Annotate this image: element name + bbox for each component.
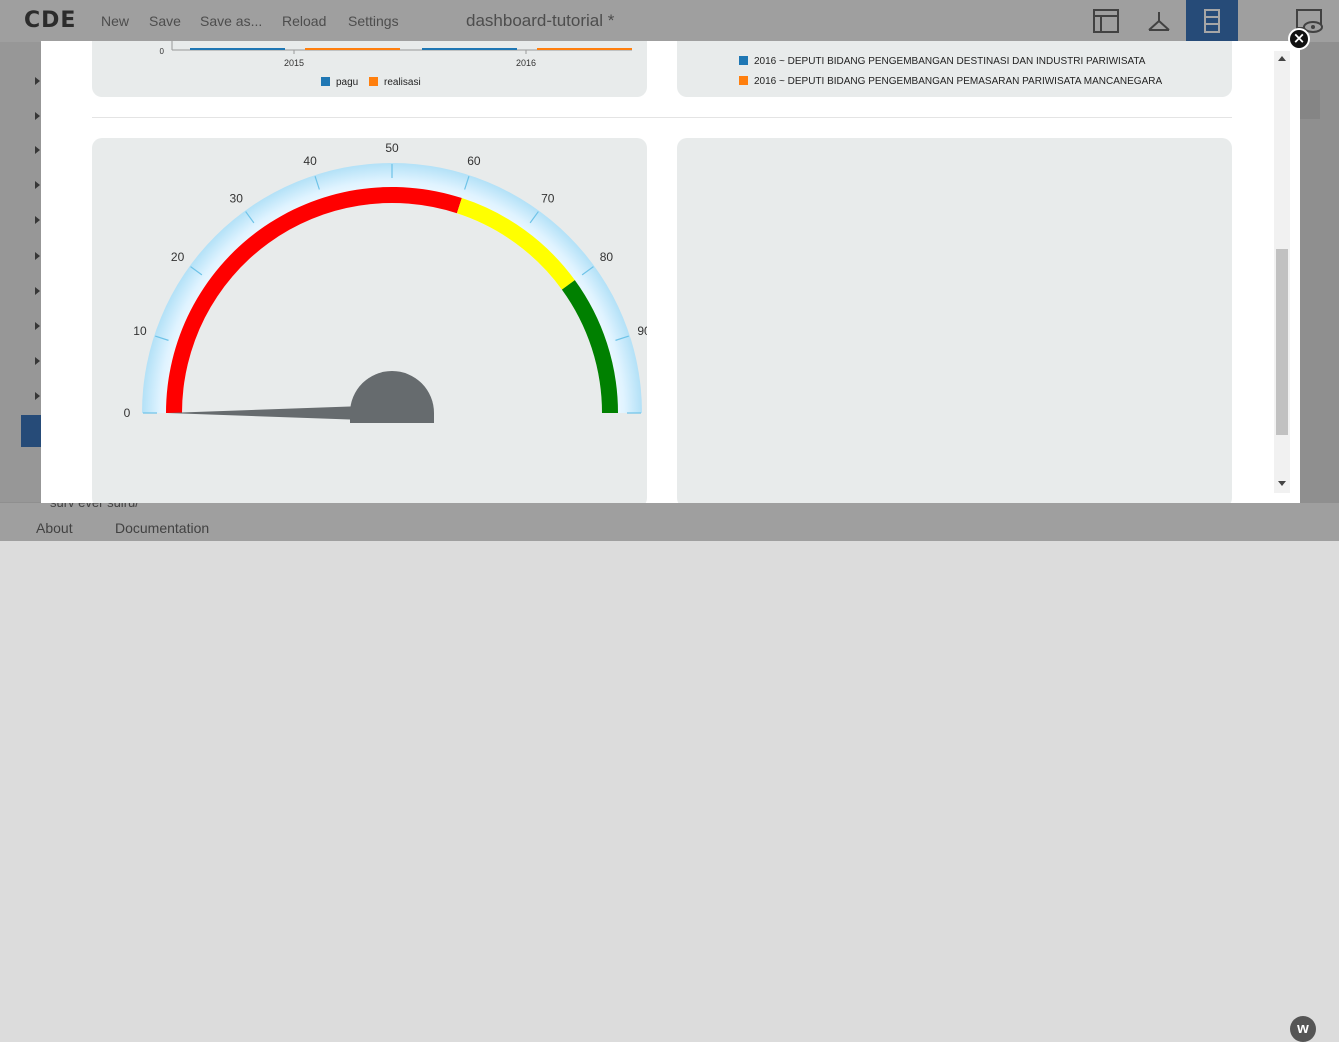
scrollbar-thumb[interactable] [1276, 249, 1288, 435]
preview-modal: 0 2015 2016 pagu realisasi 2016 ~ DEPUTI… [41, 41, 1300, 503]
bar-pagu-2015 [190, 48, 285, 50]
gauge-tick-label: 0 [124, 406, 131, 420]
x-tick-label-2015: 2015 [284, 58, 304, 68]
gauge-tick-label: 40 [303, 154, 317, 168]
gauge-panel: 0102030405060708090100 [92, 138, 647, 503]
legend-item-realisasi: realisasi [369, 77, 421, 88]
bar-realisasi-2015 [305, 48, 400, 50]
gauge-needle-hub [350, 371, 434, 423]
gauge-tick-label: 10 [133, 324, 147, 338]
pie-chart-panel: 2016 ~ DEPUTI BIDANG PENGEMBANGAN DESTIN… [677, 41, 1232, 97]
gauge-tick-label: 80 [600, 250, 614, 264]
x-tick-label-2016: 2016 [516, 58, 536, 68]
legend-item-pagu: pagu [321, 77, 358, 88]
legend-swatch [321, 77, 330, 86]
legend-swatch [739, 76, 748, 85]
brand-logo-icon: w [1290, 1016, 1316, 1042]
legend-label: realisasi [384, 77, 421, 88]
legend-item-destinasi: 2016 ~ DEPUTI BIDANG PENGEMBANGAN DESTIN… [739, 56, 1145, 67]
bar-pagu-2016 [422, 48, 517, 50]
modal-scrollbar[interactable] [1274, 51, 1290, 493]
scroll-down-arrow-icon[interactable] [1278, 481, 1286, 486]
legend-swatch [369, 77, 378, 86]
legend-swatch [739, 56, 748, 65]
gauge-chart: 0102030405060708090100 [92, 138, 647, 503]
gauge-tick-label: 60 [467, 154, 481, 168]
gauge-tick-label: 20 [171, 250, 185, 264]
bar-chart: 0 2015 2016 [92, 41, 647, 97]
legend-label: 2016 ~ DEPUTI BIDANG PENGEMBANGAN PEMASA… [754, 76, 1162, 87]
y-tick-label: 0 [160, 47, 165, 56]
legend-label: 2016 ~ DEPUTI BIDANG PENGEMBANGAN DESTIN… [754, 56, 1145, 67]
gauge-band [166, 187, 462, 413]
legend-item-pemasaran: 2016 ~ DEPUTI BIDANG PENGEMBANGAN PEMASA… [739, 76, 1162, 87]
gauge-tick-label: 70 [541, 192, 555, 206]
gauge-tick-label: 90 [637, 324, 647, 338]
scroll-up-arrow-icon[interactable] [1278, 56, 1286, 61]
empty-chart-panel [677, 138, 1232, 503]
bar-realisasi-2016 [537, 48, 632, 50]
gauge-tick-label: 50 [385, 141, 399, 155]
legend-label: pagu [336, 77, 358, 88]
bar-chart-panel: 0 2015 2016 pagu realisasi [92, 41, 647, 97]
gauge-tick-label: 30 [230, 192, 244, 206]
close-icon[interactable]: × [1288, 28, 1310, 50]
row-divider [92, 117, 1232, 118]
